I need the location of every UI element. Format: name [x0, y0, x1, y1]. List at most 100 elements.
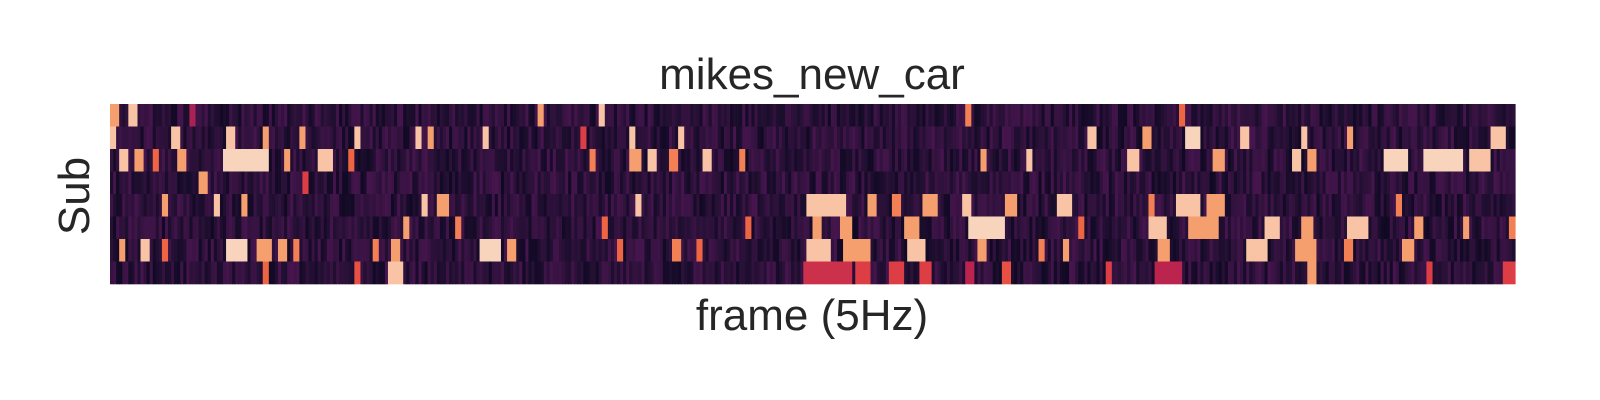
heatmap-cell [946, 216, 951, 240]
heatmap-cell [391, 261, 395, 285]
heatmap-cell [989, 126, 994, 150]
heatmap-cell [180, 126, 184, 150]
heatmap-cell [1224, 171, 1229, 195]
heatmap-cell [953, 149, 957, 172]
heatmap-cell [311, 194, 316, 217]
heatmap-cell [369, 171, 374, 195]
heatmap-cell [1099, 239, 1104, 262]
heatmap-cell [1182, 239, 1186, 262]
heatmap-cell [168, 126, 172, 150]
heatmap-cell [953, 239, 957, 262]
heatmap-cell [271, 194, 276, 217]
heatmap-cell [1414, 104, 1418, 127]
heatmap-cell [412, 239, 417, 262]
heatmap-cell [400, 261, 404, 285]
heatmap-cell [1142, 194, 1147, 217]
heatmap-cell [348, 216, 352, 240]
heatmap-cell [574, 261, 578, 285]
heatmap-cell [522, 239, 526, 262]
heatmap-cell [1282, 216, 1287, 240]
heatmap-cell [134, 126, 139, 150]
heatmap-cell [363, 104, 368, 127]
heatmap-cell [693, 104, 698, 127]
heatmap-cell [1108, 216, 1113, 240]
heatmap-cell [1053, 194, 1058, 217]
heatmap-cell [351, 104, 355, 127]
heatmap-cell [1243, 216, 1247, 240]
heatmap-cell [232, 239, 236, 262]
heatmap-cell [342, 194, 346, 217]
heatmap-cell [125, 149, 129, 172]
heatmap-cell [360, 261, 365, 285]
heatmap-cell [1508, 261, 1513, 285]
heatmap-cell [672, 149, 676, 172]
heatmap-cell [525, 216, 530, 240]
heatmap-cell [1237, 104, 1241, 127]
heatmap-cell [586, 126, 591, 150]
heatmap-cell [516, 194, 520, 217]
heatmap-cell [623, 104, 627, 127]
heatmap-cell [986, 171, 991, 195]
heatmap-cell [879, 239, 884, 262]
heatmap-cell [1182, 149, 1186, 172]
heatmap-cell [134, 261, 139, 285]
heatmap-cell [1151, 149, 1156, 172]
heatmap-cell [775, 194, 780, 217]
heatmap-cell [137, 126, 142, 150]
heatmap-cell [119, 194, 123, 217]
heatmap-cell [125, 171, 129, 195]
heatmap-cell [1493, 216, 1498, 240]
heatmap-cell [1481, 104, 1486, 127]
heatmap-cell [479, 194, 484, 217]
heatmap-cell [439, 239, 444, 262]
heatmap-cell [736, 216, 740, 240]
heatmap-cell [1505, 149, 1510, 172]
heatmap-cell [965, 194, 969, 217]
heatmap-cell [1337, 216, 1342, 240]
heatmap-cell [1395, 216, 1400, 240]
heatmap-cell [775, 126, 780, 150]
heatmap-cell [1316, 261, 1321, 285]
heatmap-cell [1322, 261, 1327, 285]
heatmap-cell [1356, 126, 1360, 150]
heatmap-cell [177, 216, 181, 240]
heatmap-cell [131, 216, 136, 240]
heatmap-cell [1432, 171, 1437, 195]
heatmap-cell [1163, 239, 1168, 262]
heatmap-cell [394, 149, 398, 172]
heatmap-cell [1237, 261, 1241, 285]
heatmap-cell [543, 216, 548, 240]
heatmap-cell [702, 104, 707, 127]
heatmap-cell [870, 149, 875, 172]
heatmap-cell [1328, 239, 1333, 262]
heatmap-cell [1261, 216, 1266, 240]
heatmap-cell [525, 171, 530, 195]
heatmap-cell [1072, 126, 1076, 150]
heatmap-cell [552, 239, 557, 262]
heatmap-cell [277, 149, 282, 172]
heatmap-cell [1273, 171, 1278, 195]
heatmap-cell [528, 194, 533, 217]
heatmap-cell [1099, 261, 1104, 285]
heatmap-cell [943, 261, 948, 285]
heatmap-cell [1020, 261, 1024, 285]
heatmap-cell [931, 239, 936, 262]
heatmap-cell [601, 104, 606, 127]
heatmap-cell [766, 104, 771, 127]
heatmap-cell [1084, 216, 1088, 240]
heatmap-cell [525, 194, 530, 217]
heatmap-cell [1169, 194, 1174, 217]
heatmap-cell [1508, 126, 1513, 150]
heatmap-cell [507, 261, 511, 285]
heatmap-cell [613, 216, 618, 240]
heatmap-cell [235, 171, 239, 195]
heatmap-cell [1017, 149, 1021, 172]
heatmap-cell [336, 216, 340, 240]
heatmap-cell [986, 126, 991, 150]
heatmap-cell [531, 261, 536, 285]
heatmap-cell [1111, 126, 1116, 150]
heatmap-cell [1032, 171, 1037, 195]
heatmap-cell [1203, 261, 1208, 285]
heatmap-cell [549, 171, 554, 195]
heatmap-cell [589, 239, 594, 262]
